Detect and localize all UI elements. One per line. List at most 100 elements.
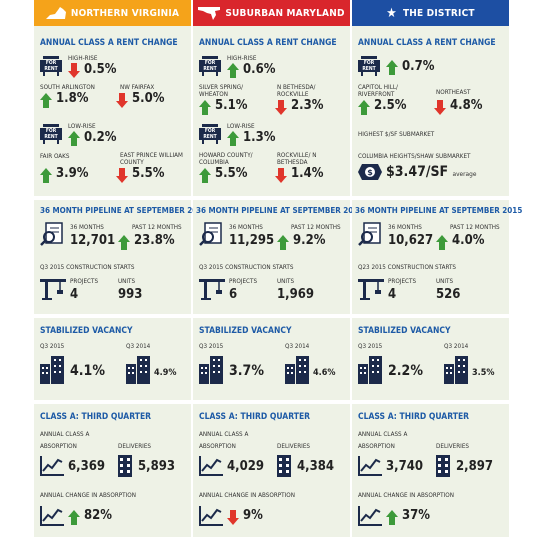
arrow-up-icon [358,100,370,115]
for-rent-sign-icon: FOR RENT [358,56,380,76]
vacancy-q3-2015-label: Q3 2015 [358,343,383,350]
vacancy-q3-2015-value: 2.2% [388,363,423,379]
column-suburban-maryland: SUBURBAN MARYLAND ANNUAL CLASS A RENT CH… [193,0,363,537]
building-icon [436,455,450,477]
submarket-label: NW FAIRFAX [120,84,155,91]
arrow-up-icon [118,235,130,250]
column-northern-virginia: NORTHERN VIRGINIA ANNUAL CLASS A RENT CH… [34,0,207,537]
projects-label: PROJECTS [229,278,258,285]
units-value: 993 [118,287,143,302]
absorption-label-2: ABSORPTION [358,443,395,450]
trend-chart-icon [199,506,223,526]
rent-change-title: ANNUAL CLASS A RENT CHANGE [40,38,178,48]
rent-change-title: ANNUAL CLASS A RENT CHANGE [199,38,337,48]
submarket-value: 3.9% [56,166,89,181]
class-a-title: CLASS A: THIRD QUARTER [40,412,152,422]
class-a-title: CLASS A: THIRD QUARTER [199,412,311,422]
building-icon [118,455,132,477]
arrow-up-icon [386,60,398,75]
arrow-up-icon [68,131,80,146]
arrow-down-icon [68,63,80,78]
projects-value: 6 [229,287,238,302]
submarket-label: EAST PRINCE WILLIAM COUNTY [120,152,183,166]
pipeline-12-value: 23.8% [134,233,175,248]
lowrise-label: LOW-RISE [227,123,255,130]
trend-chart-icon [358,506,382,526]
arrow-up-icon [68,510,80,525]
pipeline-36-value: 12,701 [70,233,116,248]
vacancy-q3-2014-label: Q3 2014 [126,343,151,350]
divider [193,314,350,318]
header-the-district: ★ THE DISTRICT [352,0,509,26]
arrow-down-icon [434,100,446,115]
for-rent-sign-icon: FOR RENT [199,56,221,76]
arrow-down-icon [227,510,239,525]
maryland-map-icon [198,6,221,20]
submarket-value: 2.3% [291,98,324,113]
arrow-up-icon [40,93,52,108]
pipeline-title: 36 MONTH PIPELINE AT SEPTEMBER 2015 [355,206,523,215]
absorption-change-value: 9% [243,508,263,523]
highrise-value: 0.6% [243,62,276,77]
magnifier-document-icon [358,222,381,246]
arrow-up-icon [277,235,289,250]
construction-starts-title: Q3 2015 CONSTRUCTION STARTS [40,264,135,271]
buildings-icon [444,356,468,384]
absorption-label-2: ABSORPTION [40,443,77,450]
highest-submarket-name: COLUMBIA HEIGHTS/SHAW SUBMARKET [358,153,471,160]
arrow-up-icon [199,100,211,115]
crane-icon [40,279,66,300]
absorption-change-label: ANNUAL CHANGE IN ABSORPTION [199,492,296,499]
arrow-up-icon [227,131,239,146]
vacancy-q3-2015-value: 4.1% [70,363,105,379]
buildings-icon [358,356,382,384]
absorption-change-label: ANNUAL CHANGE IN ABSORPTION [358,492,455,499]
arrow-up-icon [227,63,239,78]
submarket-value: 2.5% [374,98,407,113]
trend-chart-icon [199,456,223,476]
pipeline-12-label: PAST 12 MONTHS [291,224,341,231]
vacancy-title: STABILIZED VACANCY [358,326,451,336]
divider [34,314,191,318]
arrow-down-icon [116,168,128,183]
vacancy-q3-2015-value: 3.7% [229,363,264,379]
for-rent-sign-icon: FOR RENT [40,124,62,144]
submarket-value: 1.8% [56,91,89,106]
highrise-value: 0.7% [402,59,435,74]
divider [352,400,509,404]
trend-chart-icon [358,456,382,476]
submarket-label: FAIR OAKS [40,153,70,160]
deliveries-label: DELIVERIES [118,443,152,450]
pipeline-12-label: PAST 12 MONTHS [450,224,500,231]
divider [193,400,350,404]
pipeline-12-label: PAST 12 MONTHS [132,224,182,231]
absorption-change-label: ANNUAL CHANGE IN ABSORPTION [40,492,137,499]
construction-starts-title: Q3 2015 CONSTRUCTION STARTS [199,264,294,271]
header-suburban-maryland: SUBURBAN MARYLAND [193,0,350,26]
trend-chart-icon [40,506,64,526]
virginia-map-icon [45,6,66,19]
absorption-label-2: ABSORPTION [199,443,236,450]
absorption-change-value: 82% [84,508,112,523]
arrow-up-icon [436,235,448,250]
submarket-value: 1.4% [291,166,324,181]
projects-value: 4 [388,287,397,302]
units-value: 526 [436,287,461,302]
crane-icon [358,279,384,300]
absorption-label: ANNUAL CLASS A [358,431,408,438]
highest-submarket-value: $3.47/SF average [386,164,477,180]
absorption-label: ANNUAL CLASS A [199,431,249,438]
absorption-value: 4,029 [227,459,264,474]
divider [34,400,191,404]
divider [34,196,191,200]
deliveries-value: 5,893 [138,459,175,474]
arrow-up-icon [386,510,398,525]
projects-label: PROJECTS [70,278,99,285]
deliveries-value: 4,384 [297,459,334,474]
projects-value: 4 [70,287,79,302]
absorption-value: 3,740 [386,459,423,474]
vacancy-title: STABILIZED VACANCY [40,326,133,336]
pipeline-36-value: 10,627 [388,233,434,248]
submarket-value: 5.5% [215,166,248,181]
vacancy-q3-2014-label: Q3 2014 [285,343,310,350]
